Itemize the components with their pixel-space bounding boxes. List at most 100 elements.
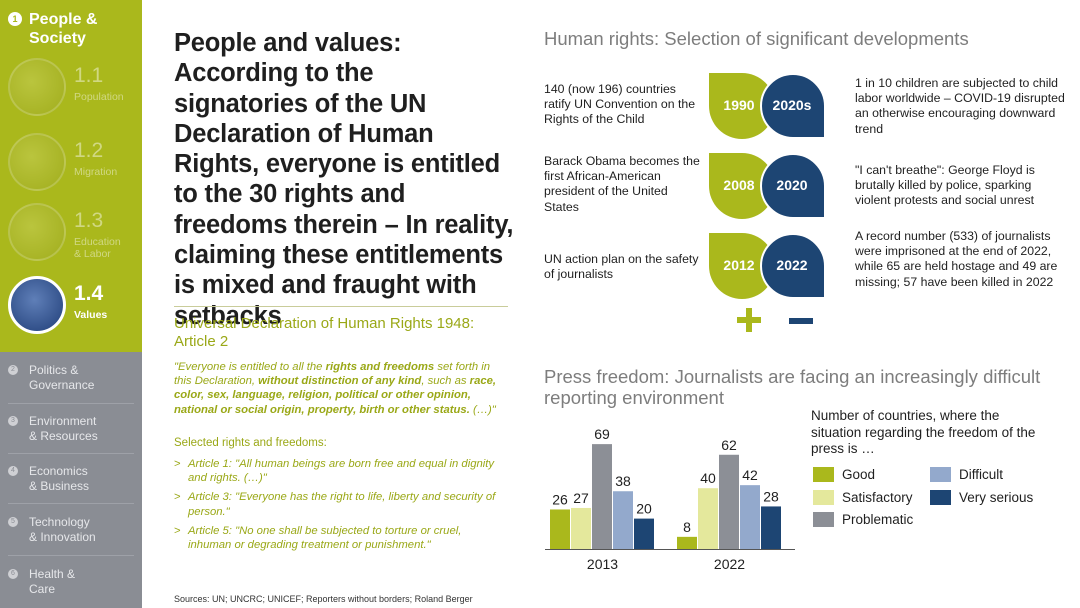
- articles-list: > Article 1: "All human beings are born f…: [174, 457, 504, 557]
- legend-swatch: [930, 490, 951, 505]
- chapter-label: People & Society: [29, 11, 98, 47]
- positive-year: 2008: [723, 177, 755, 193]
- chapter-divider: [8, 503, 134, 504]
- year-pair: 2008 2020: [709, 153, 829, 219]
- chapter-divider: [8, 555, 134, 556]
- data-label: 26: [552, 491, 568, 507]
- chapter-divider: [8, 403, 134, 404]
- subitem-label: Population: [74, 91, 124, 103]
- human-rights-title: Human rights: Selection of significant d…: [544, 28, 969, 49]
- bullet-marker: >: [174, 491, 181, 504]
- chapter-label: Technology & Innovation: [29, 515, 96, 544]
- data-label: 28: [763, 488, 779, 504]
- selected-rights-title: Selected rights and freedoms:: [174, 437, 327, 449]
- declaration-quote: "Everyone is entitled to all the rights …: [174, 360, 509, 417]
- development-right-text: 1 in 10 children are subjected to child …: [855, 76, 1065, 136]
- minus-icon: [789, 318, 813, 324]
- bullet-marker: >: [174, 458, 181, 470]
- chapter-number-badge: 4: [8, 466, 18, 476]
- chapter-label: Environment & Resources: [29, 414, 98, 443]
- chapter-economics-business[interactable]: 4 Economics & Business: [8, 464, 134, 494]
- year-pair: 1990 2020s: [709, 73, 829, 139]
- quote-emphasis: race, color, sex, language, religion, po…: [174, 375, 497, 416]
- legend-item-very-serious: Very serious: [930, 490, 1033, 505]
- legend-title: Number of countries, where the situation…: [811, 408, 1036, 456]
- data-label: 27: [573, 490, 589, 506]
- subitem-number: 1.3: [74, 209, 104, 232]
- legend-item-good: Good: [813, 467, 875, 482]
- data-label: 40: [700, 470, 716, 486]
- development-right-text: "I can't breathe": George Floyd is bruta…: [855, 163, 1035, 208]
- legend-item-satisfactory: Satisfactory: [813, 490, 913, 505]
- positive-year: 1990: [723, 97, 755, 113]
- year-pair: 2012 2022: [709, 233, 829, 299]
- quote-emphasis: rights and freedoms: [325, 361, 435, 373]
- positive-year: 2012: [723, 257, 755, 273]
- development-left-text: UN action plan on the safety of journali…: [544, 252, 699, 282]
- subitem-number: 1.1: [74, 64, 104, 87]
- data-label: 69: [594, 426, 610, 442]
- legend-swatch: [930, 467, 951, 482]
- sidebar: 1 People & Society 1.1 Population 1.2 Mi…: [0, 0, 142, 608]
- subitem-values[interactable]: 1.4 Values: [8, 276, 138, 336]
- chapter-label: Economics & Business: [29, 464, 90, 493]
- chapter-politics-governance[interactable]: 2 Politics & Governance: [8, 363, 134, 393]
- data-label: 38: [615, 473, 631, 489]
- list-item: > Article 5: "No one shall be subjected t…: [174, 524, 462, 552]
- negative-year-shape: [760, 73, 826, 139]
- sources-note: Sources: UN; UNCRC; UNICEF; Reporters wi…: [174, 594, 473, 604]
- development-right-text: A record number (533) of journalists wer…: [855, 229, 1058, 289]
- negative-year: 2020s: [772, 97, 812, 113]
- legend-swatch: [813, 490, 834, 505]
- page-headline: People and values: According to the sign…: [174, 29, 514, 330]
- x-tick-label: 2022: [714, 556, 745, 572]
- bar-good-2013: [550, 509, 570, 549]
- quote-emphasis: without distinction of any kind: [258, 375, 422, 388]
- bar-problematic-2022: [719, 454, 739, 549]
- subitem-population[interactable]: 1.1 Population: [8, 58, 138, 118]
- bar-very-serious-2022: [761, 506, 781, 549]
- chapter-label: Health & Care: [29, 567, 76, 596]
- subitem-number: 1.4: [74, 282, 104, 305]
- bar-satisfactory-2013: [571, 507, 591, 549]
- chapter-number-badge: 6: [8, 569, 18, 579]
- section-divider: [174, 306, 508, 307]
- list-item: > Article 1: "All human beings are born f…: [174, 458, 495, 485]
- bar-very-serious-2013: [634, 518, 654, 549]
- chapter-label: Politics & Governance: [29, 363, 95, 392]
- quote-text: (…)": [469, 403, 496, 416]
- x-tick-label: 2013: [587, 556, 618, 572]
- negative-year-shape: [760, 233, 826, 299]
- list-item: > Article 3: "Everyone has the right to l…: [174, 491, 496, 518]
- quote-text: "Everyone is entitled to all the: [174, 361, 326, 373]
- quote-text: set forth in this Declaration,: [174, 361, 491, 388]
- subitem-migration[interactable]: 1.2 Migration: [8, 133, 138, 193]
- sidebar-other-sections: [0, 352, 142, 608]
- subitem-label: Migration: [74, 166, 118, 178]
- legend-swatch: [813, 512, 834, 527]
- press-freedom-title: Press freedom: Journalists are facing an…: [544, 366, 1041, 408]
- subitem-education-labor[interactable]: 1.3 Education & Labor: [8, 203, 138, 263]
- chapter-environment-resources[interactable]: 3 Environment & Resources: [8, 414, 134, 444]
- bar-good-2022: [677, 536, 697, 549]
- subitem-label: Values: [74, 309, 108, 321]
- chapter-number-badge: 2: [8, 365, 18, 375]
- chapter-divider: [8, 453, 134, 454]
- development-left-text: 140 (now 196) countries ratify UN Conven…: [544, 82, 696, 127]
- plus-icon: [735, 306, 763, 334]
- quote-text: , such as: [421, 375, 470, 388]
- bar-satisfactory-2022: [698, 488, 718, 549]
- legend-swatch: [813, 467, 834, 482]
- subitem-label: Education & Labor: [74, 236, 121, 260]
- legend-item-difficult: Difficult: [930, 467, 1003, 482]
- bar-problematic-2013: [592, 444, 612, 549]
- data-label: 20: [636, 501, 652, 517]
- negative-year-shape: [760, 153, 826, 219]
- chapter-health-care[interactable]: 6 Health & Care: [8, 567, 134, 597]
- bar-difficult-2013: [613, 491, 633, 549]
- data-label: 62: [721, 437, 737, 453]
- chapter-technology-innovation[interactable]: 5 Technology & Innovation: [8, 515, 134, 545]
- negative-year: 2022: [776, 257, 808, 273]
- chapter-people-society[interactable]: 1 People & Society: [8, 10, 97, 48]
- negative-year: 2020: [776, 177, 808, 193]
